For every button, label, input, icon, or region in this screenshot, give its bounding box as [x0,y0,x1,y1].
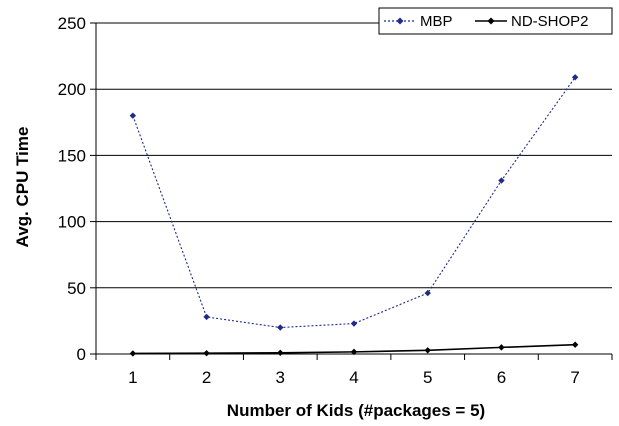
series-mbp [129,74,579,331]
data-point-nd-shop2-3 [277,349,284,357]
y-tick-label-100: 100 [58,213,86,232]
data-point-mbp-4 [350,320,358,327]
data-point-mbp-2 [203,313,210,321]
data-point-mbp-6 [498,177,505,184]
data-point-nd-shop2-4 [350,348,358,356]
x-tick-label-4: 4 [349,368,358,387]
legend-marker-mbp [396,17,404,25]
grid-lines [96,22,612,289]
x-tick-label-6: 6 [497,368,506,387]
series-nd-shop2 [129,341,579,357]
x-axis-ticks: 1 2 3 4 5 6 7 [95,354,613,387]
data-point-nd-shop2-7 [571,341,579,348]
data-point-nd-shop2-1 [129,350,137,357]
data-point-nd-shop2-6 [498,344,505,351]
data-point-nd-shop2-5 [424,347,431,354]
legend-marker-nd-shop2 [487,17,495,25]
data-point-mbp-5 [424,289,431,297]
legend-label-nd-shop2: ND-SHOP2 [511,13,589,30]
legend-label-mbp: MBP [420,13,453,30]
y-axis-ticks: 0 50 100 150 200 250 [58,14,96,364]
series-layer [129,74,579,357]
x-tick-label-3: 3 [276,368,285,387]
y-tick-label-200: 200 [58,80,86,99]
y-tick-label-250: 250 [58,14,86,33]
legend: MBP ND-SHOP2 [378,7,613,35]
x-tick-label-1: 1 [128,368,137,387]
axes [95,23,612,355]
data-point-mbp-7 [571,74,579,81]
y-tick-label-0: 0 [77,345,86,364]
series-line-mbp [132,76,576,329]
x-tick-label-7: 7 [570,368,579,387]
x-tick-label-2: 2 [202,368,211,387]
x-tick-label-5: 5 [423,368,432,387]
data-point-nd-shop2-2 [203,350,210,357]
y-tick-label-50: 50 [67,279,86,298]
x-axis-label: Number of Kids (#packages = 5) [227,401,485,420]
data-point-mbp-3 [277,324,284,331]
y-axis-label: Avg. CPU Time [13,127,32,248]
data-point-mbp-1 [129,112,137,119]
y-tick-label-150: 150 [58,146,86,165]
